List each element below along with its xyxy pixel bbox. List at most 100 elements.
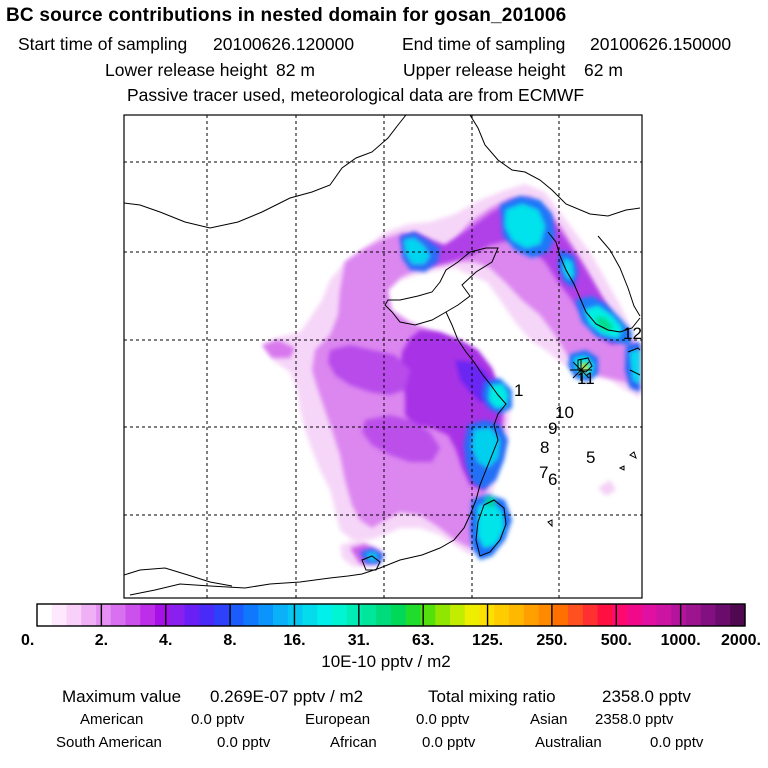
lower-release-value: 82 m: [276, 60, 315, 80]
colorbar-cell: [140, 604, 156, 626]
receptor-label-9: 9: [548, 419, 557, 438]
colorbar-units: 10E-10 pptv / m2: [321, 652, 450, 671]
colorbar-cell: [273, 604, 289, 626]
receptor-label-6: 6: [548, 470, 557, 489]
total-mixing-value: 2358.0 pptv: [602, 687, 691, 706]
plume-lavender-east: [598, 480, 616, 496]
colorbar-cell: [228, 604, 245, 626]
gridlines: [124, 115, 642, 598]
asian-value: 2358.0 pptv: [595, 711, 674, 728]
colorbar-tick-label: 500.: [601, 632, 632, 649]
hotspot-fujian-cyan: [478, 502, 504, 548]
lower-release-label: Lower release height: [105, 60, 268, 80]
african-label: African: [330, 734, 377, 751]
colorbar-cell: [641, 604, 658, 626]
hotspot-beijing-cyan: [404, 238, 430, 264]
colorbar-cell: [450, 604, 466, 626]
colorbar-cell: [37, 604, 53, 626]
colorbar-cell: [523, 604, 540, 626]
plume-violet-west: [262, 340, 295, 358]
colorbar-tick-labels: 0. 2. 4. 8. 16. 31. 63. 125. 250. 500. 1000. 2000.: [21, 632, 761, 649]
border-mongolia: [124, 115, 407, 229]
colorbar-tick-label: 1000.: [661, 632, 701, 649]
colorbar-cell: [582, 604, 599, 626]
max-value: 0.269E-07 pptv / m2: [210, 687, 364, 706]
colorbar-cell: [110, 604, 127, 626]
colorbar-tick-label: 31.: [348, 632, 370, 649]
colorbar-cell: [66, 604, 82, 626]
upper-release-label: Upper release height: [403, 60, 566, 80]
australian-label: Australian: [535, 734, 602, 751]
colorbar: [37, 604, 746, 626]
colorbar-cell: [464, 604, 481, 626]
coast-kyushu: [627, 347, 641, 376]
total-mixing-label: Total mixing ratio: [428, 687, 556, 706]
receptor-label-10: 10: [555, 403, 574, 422]
island-small-3: [618, 465, 625, 471]
receptor-label-5: 5: [586, 448, 595, 467]
colorbar-cell: [391, 604, 407, 626]
colorbar-cell: [420, 604, 436, 626]
coast-jeju: [577, 357, 593, 373]
colorbar-cell: [125, 604, 141, 626]
colorbar-cell: [405, 604, 422, 626]
colorbar-cell: [361, 604, 377, 626]
hotspot-korea-coast-green: [596, 316, 614, 332]
colorbar-tick-label: 250.: [536, 632, 567, 649]
colorbar-tick-label: 0.: [21, 632, 34, 649]
colorbar-cell: [302, 604, 318, 626]
tracer-note: Passive tracer used, meteorological data…: [127, 85, 585, 105]
receptor-label-8: 8: [540, 438, 549, 457]
start-time-label: Start time of sampling: [18, 34, 188, 54]
border-southwest: [124, 567, 233, 587]
european-value: 0.0 pptv: [416, 711, 470, 728]
colorbar-cell: [509, 604, 525, 626]
colorbar-cell: [715, 604, 731, 626]
coast-hainan: [361, 555, 381, 571]
colorbar-tick-label: 4.: [159, 632, 172, 649]
colorbar-tick-label: 8.: [223, 632, 236, 649]
plume-hot-layer: [360, 196, 640, 564]
start-time-value: 20100626.120000: [213, 34, 355, 54]
colorbar-cell: [155, 604, 171, 626]
colorbar-cell: [169, 604, 186, 626]
colorbar-cell: [671, 604, 687, 626]
colorbar-cell: [214, 604, 230, 626]
colorbar-cell: [332, 604, 348, 626]
upper-release-value: 62 m: [584, 60, 623, 80]
colorbar-cell: [686, 604, 702, 626]
receptor-label-1: 1: [514, 381, 523, 400]
colorbar-cell: [346, 604, 363, 626]
colorbar-ticks: [100, 604, 682, 626]
colorbar-tick-label: 16.: [283, 632, 305, 649]
hotspot-korea-cyan: [563, 258, 574, 280]
colorbar-cell: [96, 604, 112, 626]
american-label: American: [80, 711, 144, 728]
colorbar-tick-label: 125.: [472, 632, 503, 649]
south-american-value: 0.0 pptv: [217, 734, 271, 751]
island-small-1: [629, 451, 637, 459]
max-value-label: Maximum value: [62, 687, 182, 706]
colorbar-cell: [700, 604, 717, 626]
colorbar-tick-label: 2000.: [721, 632, 761, 649]
end-time-label: End time of sampling: [402, 34, 566, 54]
colorbar-cell: [199, 604, 215, 626]
colorbar-cell: [597, 604, 613, 626]
map-frame: [123, 114, 643, 599]
plume-purple-inland: [328, 345, 410, 395]
end-time-value: 20100626.150000: [590, 34, 732, 54]
colorbar-cell: [494, 604, 510, 626]
colorbar-cell: [730, 604, 746, 626]
colorbar-cell: [553, 604, 569, 626]
colorbar-cell: [568, 604, 584, 626]
colorbar-cell: [184, 604, 200, 626]
colorbar-cell: [81, 604, 97, 626]
hotspot-kyushu-cyan: [630, 350, 640, 384]
colorbar-cell: [287, 604, 304, 626]
island-small-2: [547, 519, 553, 528]
coast-korea-east: [597, 235, 641, 317]
coast-taiwan: [475, 499, 507, 557]
colorbar-cell: [435, 604, 451, 626]
receptor-label-12: 12: [623, 324, 642, 343]
